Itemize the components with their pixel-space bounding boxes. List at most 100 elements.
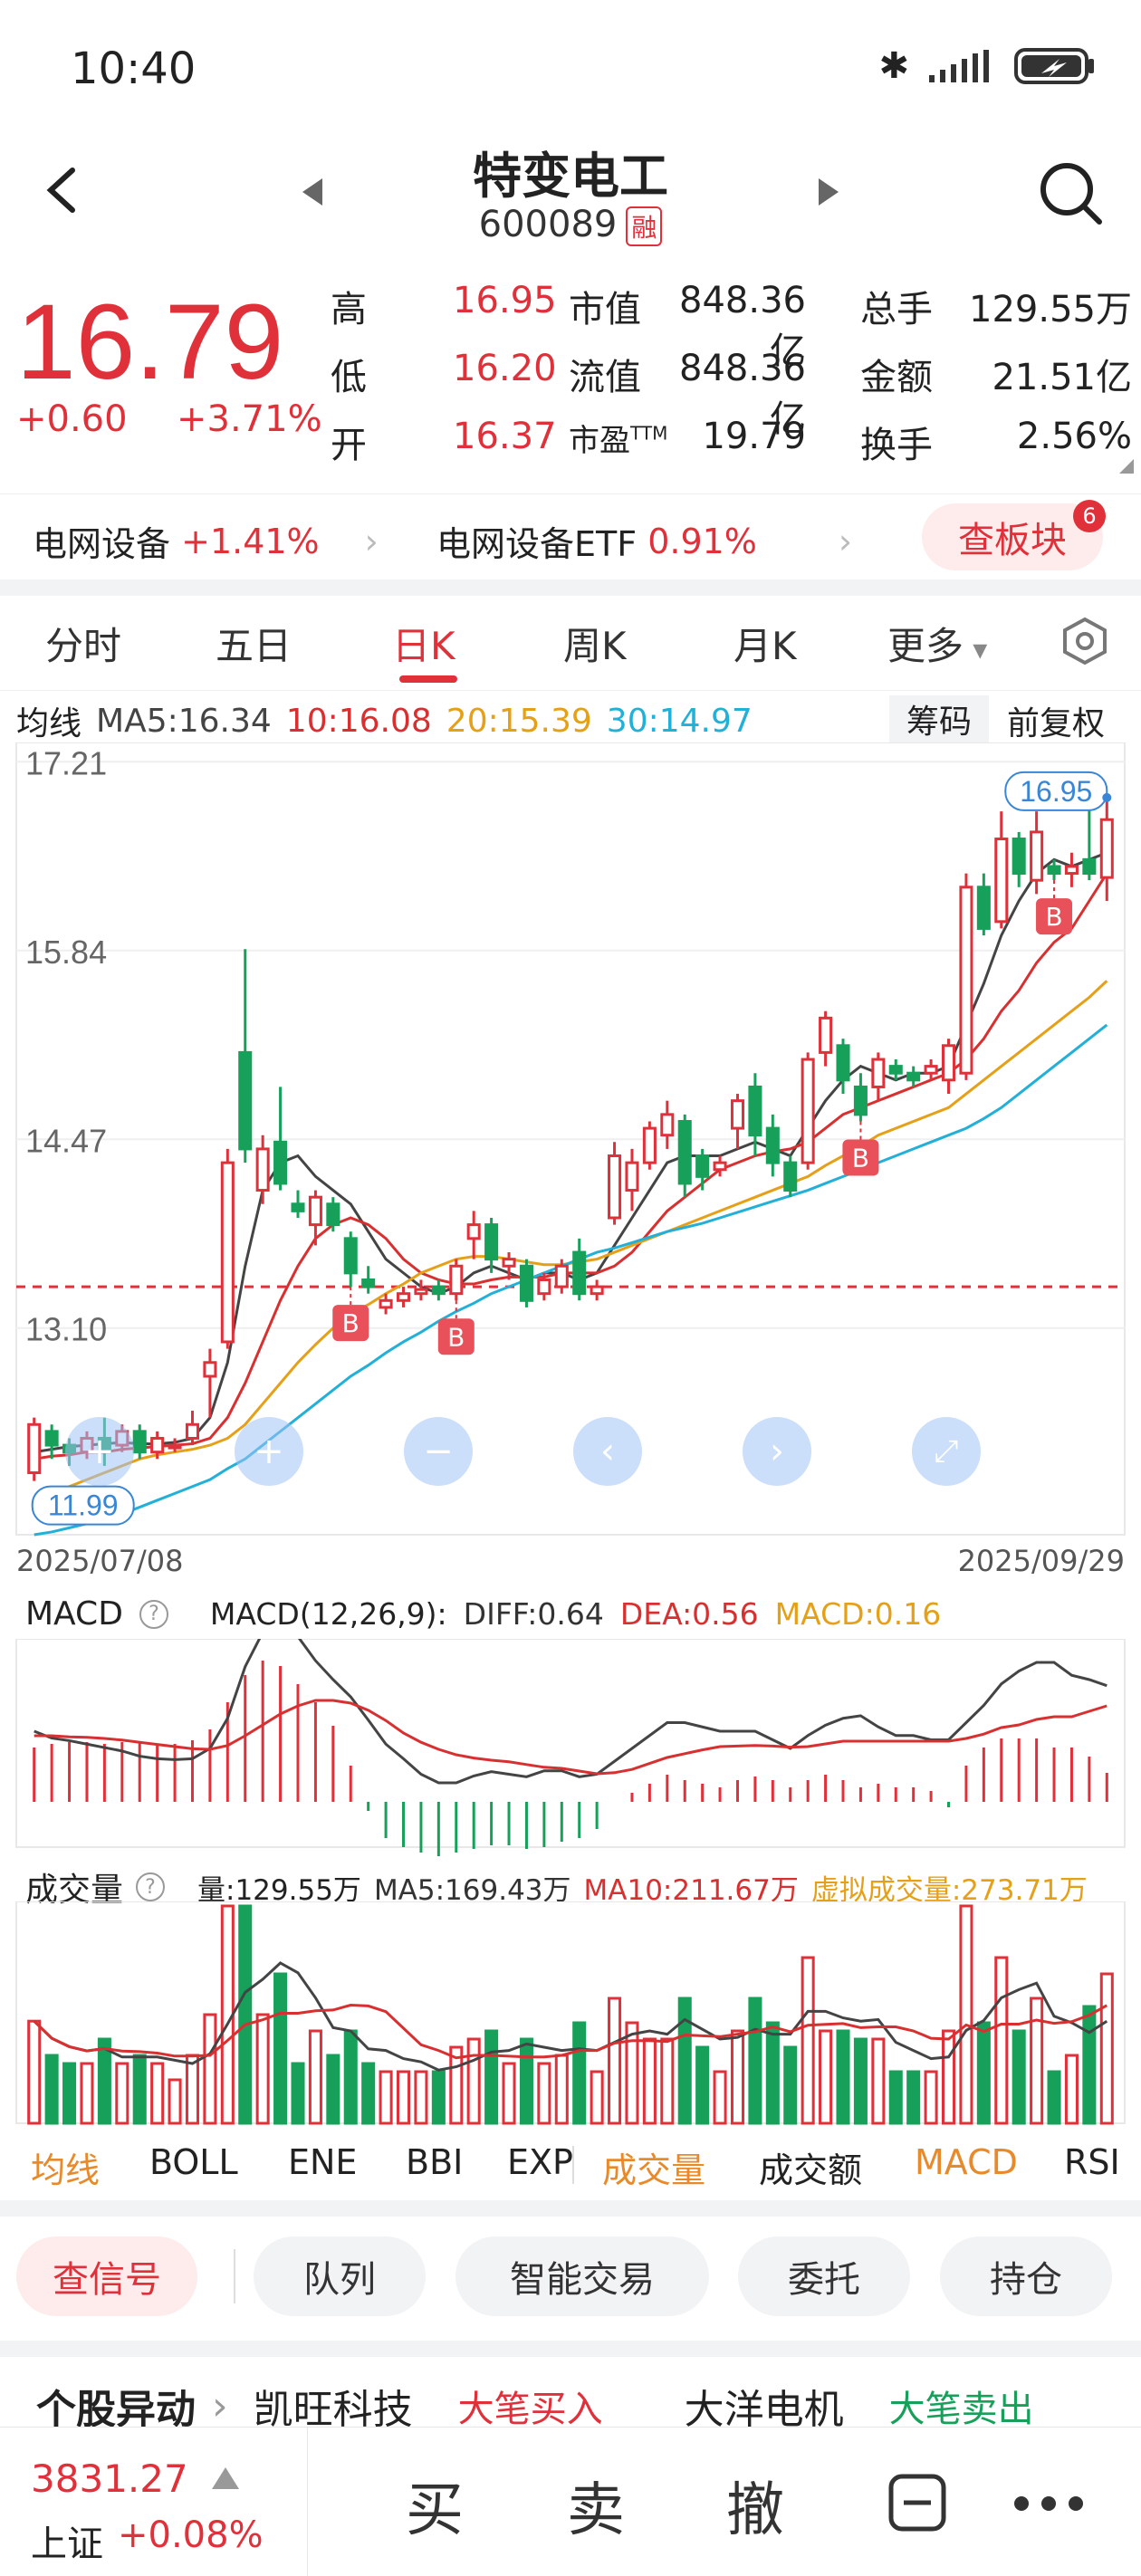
ticker-action-2: 大笔卖出 (888, 2389, 1034, 2430)
index-widget[interactable]: 3831.27 上证 +0.08% (0, 2428, 308, 2576)
candle (44, 1430, 59, 1447)
zoom-in-2-button[interactable]: + (235, 1417, 303, 1486)
ma-label[interactable]: 均线 (16, 705, 82, 742)
more-icon[interactable] (1012, 2493, 1085, 2514)
indicator-bbi[interactable]: BBI (406, 2142, 464, 2182)
next-stock-button[interactable] (815, 177, 842, 211)
buy-mark[interactable] (332, 1305, 369, 1342)
candle (554, 1264, 569, 1288)
action-1-button[interactable]: 查信号 (16, 2236, 197, 2316)
ticker-bar[interactable]: 个股异动 › 凯旺科技 大笔买入 大洋电机 大笔卖出 (36, 2377, 1034, 2435)
candle (590, 1285, 604, 1296)
sector-link-1[interactable]: 电网设备 +1.41% › (33, 516, 379, 566)
buy-mark[interactable] (1036, 898, 1073, 935)
buy-button[interactable]: 买 (406, 2477, 464, 2544)
tab-1[interactable]: 分时 (45, 624, 122, 668)
ticker-action-1: 大笔买入 (457, 2389, 603, 2430)
adjust-button[interactable]: 前复权 (1007, 705, 1106, 742)
buy-mark[interactable] (437, 1318, 475, 1355)
help-icon[interactable]: ? (139, 1599, 168, 1629)
volume-bar (941, 2029, 956, 2125)
tab-3[interactable]: 日K (392, 624, 455, 668)
buy-mark-label: B (1045, 902, 1062, 932)
chip-distribution-button[interactable]: 筹码 (889, 695, 989, 742)
volume-chart[interactable] (0, 1901, 1141, 2128)
zoom-in-button[interactable]: + (65, 1417, 134, 1486)
y-tick-label: 13.10 (25, 1311, 107, 1348)
volume-bar (590, 2070, 604, 2125)
sector-link-2[interactable]: 电网设备ETF 0.91% › (436, 516, 852, 566)
ma10-value: 10:16.08 (285, 702, 432, 740)
search-button[interactable] (1036, 158, 1105, 231)
indicator-成交量[interactable]: 成交量 (602, 2150, 706, 2190)
zoom-out-button[interactable]: − (404, 1417, 473, 1486)
candle (994, 838, 1009, 924)
expand-icon: ⤢ (934, 1433, 959, 1470)
macd-diff: DIFF:0.64 (463, 1596, 604, 1632)
chart-start-date: 2025/07/08 (16, 1544, 184, 1578)
macd-params: MACD(12,26,9): (209, 1596, 447, 1632)
tab-4[interactable]: 周K (563, 624, 627, 668)
indicator-成交额[interactable]: 成交额 (759, 2150, 863, 2190)
candle (431, 1285, 446, 1296)
expand-corner-icon[interactable] (1117, 457, 1136, 475)
sector-name-1: 电网设备 (33, 524, 171, 564)
candle (291, 1202, 305, 1212)
quote-label: 市盈TTM (569, 422, 668, 459)
volume-bar (871, 2037, 886, 2125)
volume-label[interactable]: 成交量 (25, 1872, 124, 1909)
min-price-badge (31, 1485, 135, 1526)
candle (361, 1278, 376, 1288)
help-icon[interactable]: ? (136, 1872, 166, 1901)
scroll-right-button[interactable]: › (743, 1417, 811, 1486)
candle (608, 1154, 622, 1220)
tab-6[interactable]: 更多 ▾ (887, 624, 988, 668)
candle (238, 1050, 253, 1151)
tab-5[interactable]: 月K (734, 624, 797, 668)
action-2-button[interactable]: 队列 (254, 2236, 426, 2316)
view-sector-button[interactable]: 查板块 (922, 503, 1103, 570)
volume-bar (836, 2029, 850, 2125)
volume-bar (466, 2037, 481, 2125)
chart-tabs: 分时 五日 日K 周K 月K 更多 ▾ (0, 598, 1141, 688)
candlestick-chart[interactable]: 17.21 15.84 14.47 13.10 B B B B 16.95 11.99 (0, 742, 1141, 1585)
prev-stock-button[interactable] (299, 177, 326, 211)
candle (941, 1044, 956, 1082)
scroll-left-button[interactable]: ‹ (573, 1417, 642, 1486)
volume-bar (396, 2070, 411, 2125)
action-4-button[interactable]: 委托 (738, 2236, 910, 2316)
volume-bar (27, 2019, 42, 2125)
indicator-macd[interactable]: MACD (915, 2142, 1018, 2182)
indicator-均线[interactable]: 均线 (31, 2150, 101, 2190)
minimize-icon[interactable] (887, 2473, 947, 2533)
sell-button[interactable]: 卖 (567, 2477, 625, 2544)
indicator-exp[interactable]: EXP (507, 2142, 573, 2182)
macd-chart[interactable] (0, 1639, 1141, 1856)
candle (326, 1202, 340, 1227)
tab-2[interactable]: 五日 (216, 624, 292, 668)
macd-label[interactable]: MACD (25, 1595, 123, 1633)
buy-mark[interactable] (842, 1139, 879, 1176)
chevron-left-icon: ‹ (600, 1431, 615, 1472)
quote-label: 流值 (569, 357, 641, 398)
max-price-badge (1004, 771, 1108, 811)
indicator-rsi[interactable]: RSI (1064, 2142, 1120, 2182)
triangle-left-icon (302, 178, 322, 206)
ma10-line (34, 872, 1108, 1460)
quote-value: 16.95 (453, 280, 557, 321)
action-3-button[interactable]: 智能交易 (455, 2236, 709, 2316)
action-5-button[interactable]: 持仓 (940, 2236, 1112, 2316)
volume-bar (80, 2062, 94, 2125)
candle (642, 1126, 657, 1164)
volume-bar (819, 2029, 833, 2125)
triangle-right-icon (819, 178, 839, 206)
indicator-boll[interactable]: BOLL (149, 2142, 238, 2182)
indicator-ene[interactable]: ENE (288, 2142, 358, 2182)
settings-hexagon-icon[interactable] (1060, 616, 1110, 666)
cancel-order-button[interactable]: 撤 (726, 2477, 784, 2544)
back-button[interactable] (36, 163, 91, 217)
candle (730, 1099, 745, 1130)
fullscreen-button[interactable]: ⤢ (912, 1417, 981, 1486)
quote-value: 2.56% (1016, 416, 1132, 457)
buy-mark-label: B (342, 1308, 360, 1338)
